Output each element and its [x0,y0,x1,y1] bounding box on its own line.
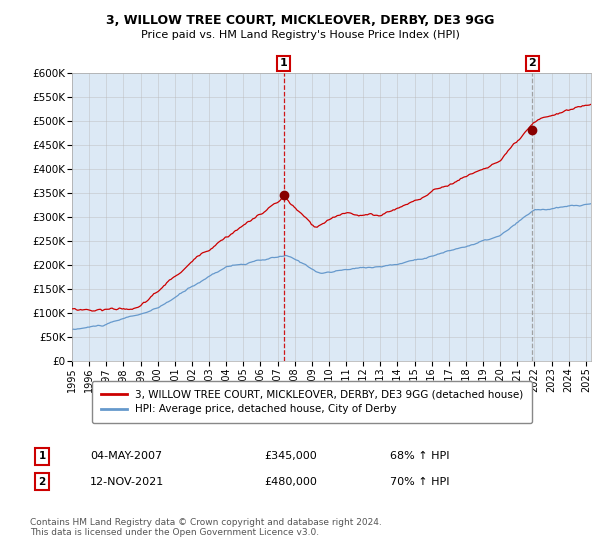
Text: Price paid vs. HM Land Registry's House Price Index (HPI): Price paid vs. HM Land Registry's House … [140,30,460,40]
Text: 1: 1 [280,58,287,68]
Legend: 3, WILLOW TREE COURT, MICKLEOVER, DERBY, DE3 9GG (detached house), HPI: Average : 3, WILLOW TREE COURT, MICKLEOVER, DERBY,… [92,381,532,423]
Text: Contains HM Land Registry data © Crown copyright and database right 2024.
This d: Contains HM Land Registry data © Crown c… [30,518,382,538]
Text: 12-NOV-2021: 12-NOV-2021 [90,477,164,487]
Text: £345,000: £345,000 [264,451,317,461]
Text: 3, WILLOW TREE COURT, MICKLEOVER, DERBY, DE3 9GG: 3, WILLOW TREE COURT, MICKLEOVER, DERBY,… [106,14,494,27]
Text: 2: 2 [38,477,46,487]
Text: 04-MAY-2007: 04-MAY-2007 [90,451,162,461]
Text: 1: 1 [38,451,46,461]
Text: 70% ↑ HPI: 70% ↑ HPI [390,477,449,487]
Text: £480,000: £480,000 [264,477,317,487]
Text: 2: 2 [529,58,536,68]
Text: 68% ↑ HPI: 68% ↑ HPI [390,451,449,461]
